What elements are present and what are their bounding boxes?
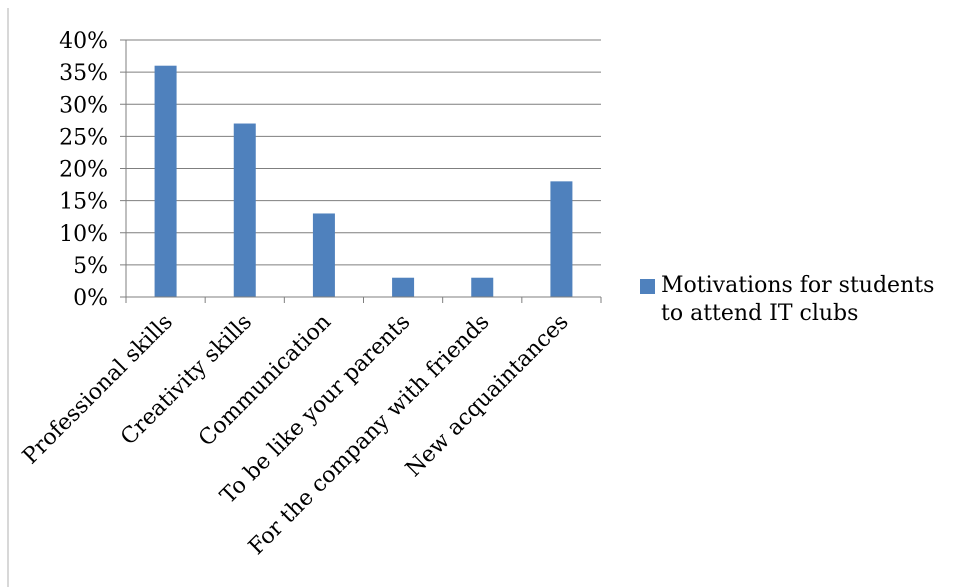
y-tick-label: 15% bbox=[59, 190, 108, 215]
x-tick-label: Communication bbox=[194, 310, 336, 452]
legend: Motivations for students to attend IT cl… bbox=[640, 272, 955, 328]
y-tick-label: 35% bbox=[59, 61, 108, 86]
y-tick-label: 40% bbox=[59, 29, 108, 54]
y-tick-label: 5% bbox=[73, 254, 108, 279]
bar bbox=[312, 213, 335, 297]
x-tick-label: Creativity skills bbox=[116, 310, 257, 451]
bar bbox=[392, 277, 415, 297]
bar bbox=[550, 181, 573, 297]
legend-label: Motivations for students to attend IT cl… bbox=[661, 273, 935, 326]
y-tick-label: 25% bbox=[59, 125, 108, 150]
y-tick-label: 0% bbox=[73, 286, 108, 311]
legend-swatch bbox=[640, 279, 655, 294]
bar bbox=[154, 65, 177, 297]
y-tick-label: 10% bbox=[59, 222, 108, 247]
bar bbox=[471, 277, 494, 297]
y-tick-label: 30% bbox=[59, 93, 108, 118]
bar bbox=[233, 123, 256, 298]
x-tick-label: New acquaintances bbox=[401, 310, 573, 482]
y-tick-label: 20% bbox=[59, 158, 108, 183]
x-tick-label: Professional skills bbox=[18, 310, 178, 470]
